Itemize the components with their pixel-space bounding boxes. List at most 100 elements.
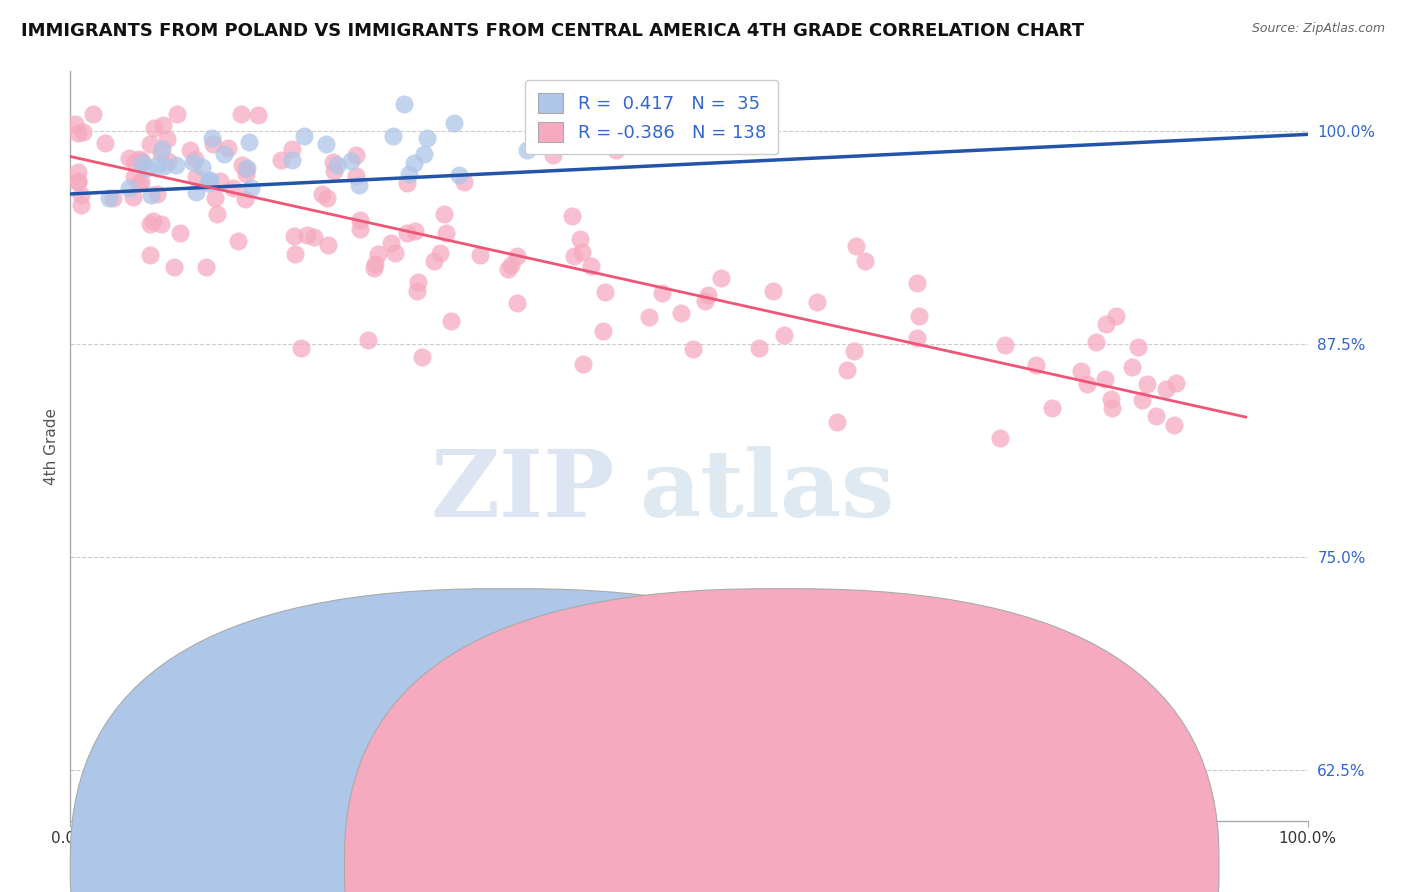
- Point: [499, 258, 522, 272]
- Point: [281, 153, 304, 167]
- Point: [186, 186, 208, 200]
- Point: [1166, 376, 1188, 391]
- Point: [434, 226, 457, 240]
- Point: [191, 160, 214, 174]
- Point: [357, 334, 380, 348]
- Point: [384, 245, 406, 260]
- Point: [710, 271, 733, 285]
- Point: [284, 247, 307, 261]
- Text: Immigrants from Poland: Immigrants from Poland: [531, 860, 699, 874]
- Point: [169, 226, 191, 240]
- Point: [579, 259, 602, 273]
- Point: [295, 228, 318, 243]
- Point: [413, 147, 436, 161]
- Point: [806, 294, 828, 309]
- Point: [233, 192, 256, 206]
- Point: [82, 107, 104, 121]
- Point: [340, 154, 363, 169]
- Point: [1163, 418, 1185, 433]
- Text: atlas: atlas: [640, 446, 894, 536]
- Point: [363, 260, 385, 275]
- Point: [516, 143, 538, 157]
- Point: [994, 338, 1017, 352]
- Point: [1136, 376, 1159, 391]
- Point: [1156, 382, 1178, 396]
- Point: [593, 285, 616, 299]
- Point: [67, 126, 90, 140]
- Y-axis label: 4th Grade: 4th Grade: [44, 408, 59, 484]
- Point: [845, 239, 868, 253]
- Point: [124, 154, 146, 169]
- Point: [1084, 334, 1107, 349]
- Point: [367, 246, 389, 260]
- Point: [238, 135, 260, 149]
- Point: [118, 152, 141, 166]
- Text: IMMIGRANTS FROM POLAND VS IMMIGRANTS FROM CENTRAL AMERICA 4TH GRADE CORRELATION : IMMIGRANTS FROM POLAND VS IMMIGRANTS FRO…: [21, 22, 1084, 40]
- Point: [281, 142, 304, 156]
- Point: [349, 222, 371, 236]
- Point: [411, 350, 433, 364]
- Point: [101, 190, 124, 204]
- Point: [67, 164, 90, 178]
- Point: [1105, 310, 1128, 324]
- Point: [423, 254, 446, 268]
- Point: [406, 275, 429, 289]
- Point: [433, 207, 456, 221]
- Point: [235, 161, 257, 176]
- Point: [453, 175, 475, 189]
- Point: [381, 128, 404, 143]
- Point: [1040, 401, 1063, 415]
- Point: [204, 190, 226, 204]
- Point: [163, 260, 186, 275]
- Text: Immigrants from Central America: Immigrants from Central America: [806, 860, 1039, 874]
- Point: [773, 328, 796, 343]
- Point: [439, 314, 461, 328]
- Point: [152, 118, 174, 132]
- Point: [392, 97, 415, 112]
- Point: [235, 161, 257, 176]
- Point: [166, 107, 188, 121]
- Point: [152, 142, 174, 156]
- Point: [380, 236, 402, 251]
- Point: [695, 293, 717, 308]
- Point: [202, 137, 225, 152]
- Point: [1070, 364, 1092, 378]
- Point: [506, 296, 529, 310]
- Point: [145, 158, 167, 172]
- Point: [990, 431, 1012, 445]
- Point: [398, 168, 420, 182]
- Point: [138, 137, 160, 152]
- Point: [1126, 340, 1149, 354]
- Point: [697, 288, 720, 302]
- Point: [562, 249, 585, 263]
- Point: [235, 167, 257, 181]
- Point: [506, 249, 529, 263]
- Point: [402, 155, 425, 169]
- Point: [1099, 392, 1122, 406]
- Point: [1101, 401, 1123, 415]
- Point: [404, 224, 426, 238]
- Point: [1025, 358, 1047, 372]
- Point: [1095, 317, 1118, 331]
- Point: [825, 415, 848, 429]
- Point: [153, 159, 176, 173]
- Point: [212, 147, 235, 161]
- Point: [561, 209, 583, 223]
- Point: [1130, 392, 1153, 407]
- Point: [217, 141, 239, 155]
- Point: [283, 228, 305, 243]
- Point: [429, 246, 451, 260]
- Point: [118, 181, 141, 195]
- Point: [571, 245, 593, 260]
- Text: ZIP: ZIP: [430, 446, 614, 536]
- Point: [569, 232, 592, 246]
- Point: [572, 357, 595, 371]
- Point: [183, 155, 205, 169]
- Point: [139, 217, 162, 231]
- Point: [322, 155, 344, 169]
- Point: [347, 178, 370, 193]
- Point: [638, 310, 661, 325]
- Point: [290, 341, 312, 355]
- Point: [908, 309, 931, 323]
- Point: [97, 191, 120, 205]
